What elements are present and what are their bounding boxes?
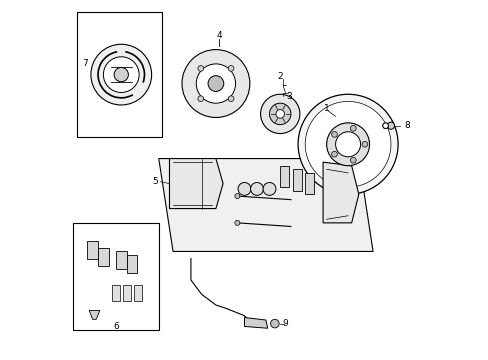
Polygon shape: [305, 173, 313, 194]
Circle shape: [382, 123, 387, 129]
Circle shape: [103, 57, 139, 93]
Circle shape: [228, 96, 233, 102]
Polygon shape: [169, 158, 223, 208]
Text: 5: 5: [152, 177, 158, 186]
Text: 3: 3: [285, 91, 291, 100]
Circle shape: [234, 220, 240, 225]
Text: 8: 8: [404, 121, 409, 130]
Circle shape: [263, 183, 275, 195]
Circle shape: [361, 141, 367, 147]
Text: 4: 4: [216, 31, 222, 40]
Text: 6: 6: [113, 322, 119, 331]
Circle shape: [260, 94, 299, 134]
Bar: [112, 285, 120, 301]
Text: 2: 2: [277, 72, 283, 81]
Circle shape: [182, 50, 249, 117]
Bar: [123, 285, 131, 301]
Circle shape: [331, 131, 337, 137]
Circle shape: [335, 132, 360, 157]
Bar: [134, 285, 142, 301]
Bar: [77, 12, 162, 137]
Circle shape: [275, 110, 284, 118]
Circle shape: [386, 122, 394, 129]
Circle shape: [250, 183, 263, 195]
Circle shape: [350, 157, 355, 163]
Bar: [73, 223, 159, 330]
Circle shape: [91, 44, 151, 105]
Text: 7: 7: [82, 59, 88, 68]
Circle shape: [270, 319, 279, 328]
Circle shape: [269, 103, 290, 125]
Circle shape: [234, 194, 240, 199]
Circle shape: [350, 125, 355, 131]
Polygon shape: [280, 166, 288, 187]
Polygon shape: [98, 248, 108, 266]
Polygon shape: [89, 310, 100, 319]
Polygon shape: [126, 255, 137, 273]
Circle shape: [198, 66, 203, 71]
Polygon shape: [292, 169, 301, 191]
Circle shape: [298, 94, 397, 194]
Polygon shape: [116, 251, 126, 269]
Polygon shape: [323, 162, 358, 223]
Text: 9: 9: [282, 319, 288, 328]
Polygon shape: [87, 241, 98, 258]
Circle shape: [326, 123, 369, 166]
Polygon shape: [244, 318, 267, 328]
Circle shape: [305, 102, 390, 187]
Circle shape: [114, 67, 128, 82]
Circle shape: [331, 151, 337, 157]
Polygon shape: [159, 158, 372, 251]
Text: 1: 1: [323, 104, 329, 113]
Circle shape: [198, 96, 203, 102]
Circle shape: [207, 76, 224, 91]
Circle shape: [228, 66, 233, 71]
Circle shape: [238, 183, 250, 195]
Circle shape: [196, 64, 235, 103]
